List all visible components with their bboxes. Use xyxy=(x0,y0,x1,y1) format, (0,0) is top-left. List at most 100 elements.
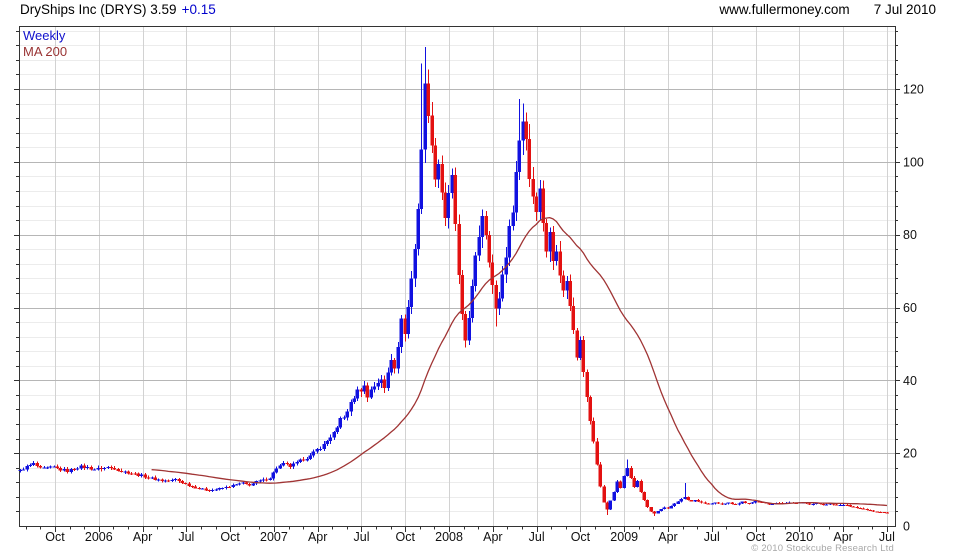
candle-up xyxy=(656,511,660,514)
candle-down xyxy=(666,507,670,509)
candle-down xyxy=(177,479,181,482)
candle-up xyxy=(173,479,177,481)
candle-down xyxy=(190,486,194,487)
candle-up xyxy=(200,488,204,490)
candle-up xyxy=(278,465,282,469)
candle-down xyxy=(730,502,734,504)
candle-down xyxy=(585,372,589,398)
candle-up xyxy=(386,372,390,388)
candle-up xyxy=(635,480,639,487)
candle-up xyxy=(224,486,228,488)
candle-up xyxy=(315,448,319,452)
candle-down xyxy=(187,483,191,486)
candle-up xyxy=(740,501,744,504)
candle-down xyxy=(99,467,103,470)
candle-down xyxy=(382,379,386,388)
candle-down xyxy=(153,477,157,480)
candle-down xyxy=(868,510,872,511)
candle-up xyxy=(318,448,322,450)
candle-down xyxy=(494,285,498,309)
candle-up xyxy=(413,248,417,279)
candle-up xyxy=(578,339,582,358)
candle-up xyxy=(669,506,673,509)
x-axis-label: Oct xyxy=(746,530,766,544)
candle-down xyxy=(602,486,606,503)
candle-up xyxy=(612,492,616,501)
candle-down xyxy=(35,463,39,467)
candle-down xyxy=(133,473,137,475)
chart-date: 7 Jul 2010 xyxy=(873,2,936,17)
candle-down xyxy=(743,501,747,504)
candle-up xyxy=(683,497,687,499)
candle-down xyxy=(146,477,150,479)
candle-up xyxy=(538,188,542,212)
candle-down xyxy=(527,138,531,179)
candle-down xyxy=(595,441,599,465)
x-axis-label: Apr xyxy=(658,530,677,544)
candle-down xyxy=(244,482,248,484)
candle-up xyxy=(379,379,383,384)
candle-down xyxy=(689,500,693,502)
candle-down xyxy=(301,459,305,461)
candle-down xyxy=(82,465,86,468)
x-axis-label: 2008 xyxy=(435,530,463,544)
candle-up xyxy=(305,458,309,461)
candle-down xyxy=(65,469,69,472)
x-axis-label: Oct xyxy=(396,530,416,544)
candle-up xyxy=(480,215,484,238)
candle-down xyxy=(629,467,633,478)
candle-down xyxy=(119,470,123,472)
legend-weekly: Weekly xyxy=(23,28,66,43)
candle-down xyxy=(760,502,764,504)
x-axis-label: 2007 xyxy=(260,530,288,544)
candle-up xyxy=(45,467,49,469)
candle-up xyxy=(62,469,66,471)
candle-down xyxy=(490,262,494,286)
candle-up xyxy=(710,503,714,505)
candle-up xyxy=(102,467,106,470)
candle-up xyxy=(726,502,730,504)
y-axis-label: 120 xyxy=(903,83,924,97)
candle-up xyxy=(48,466,52,468)
candle-down xyxy=(571,306,575,331)
candle-down xyxy=(72,468,76,470)
candle-down xyxy=(180,481,184,484)
candle-up xyxy=(96,467,100,470)
candle-up xyxy=(409,278,413,308)
candle-down xyxy=(848,505,852,507)
candle-up xyxy=(419,149,423,209)
candle-up xyxy=(308,455,312,459)
candle-up xyxy=(355,389,359,399)
candle-down xyxy=(686,497,690,501)
candle-down xyxy=(285,463,289,465)
candle-down xyxy=(561,275,565,291)
candle-up xyxy=(396,347,400,369)
candle-up xyxy=(436,163,440,180)
candle-up xyxy=(342,417,346,419)
x-axis-label: Apr xyxy=(308,530,327,544)
candle-down xyxy=(551,231,555,262)
y-axis-label: 100 xyxy=(903,155,924,169)
candle-up xyxy=(824,504,828,506)
candle-up xyxy=(295,461,299,464)
candle-up xyxy=(322,443,326,449)
candle-up xyxy=(251,483,255,486)
candle-down xyxy=(426,83,430,116)
x-axis-label: Jul xyxy=(879,530,895,544)
candle-up xyxy=(338,418,342,428)
x-axis-label: Apr xyxy=(833,530,852,544)
candle-up xyxy=(659,509,663,512)
candle-up xyxy=(328,437,332,441)
candle-down xyxy=(204,488,208,491)
site-link[interactable]: www.fullermoney.com xyxy=(719,2,850,17)
candle-down xyxy=(845,504,849,506)
candle-up xyxy=(372,386,376,390)
candle-up xyxy=(753,501,757,503)
candle-up xyxy=(676,501,680,504)
candle-down xyxy=(193,486,197,489)
candle-up xyxy=(21,469,25,471)
x-axis-label: 2009 xyxy=(610,530,638,544)
y-axis-label: 80 xyxy=(903,228,917,242)
